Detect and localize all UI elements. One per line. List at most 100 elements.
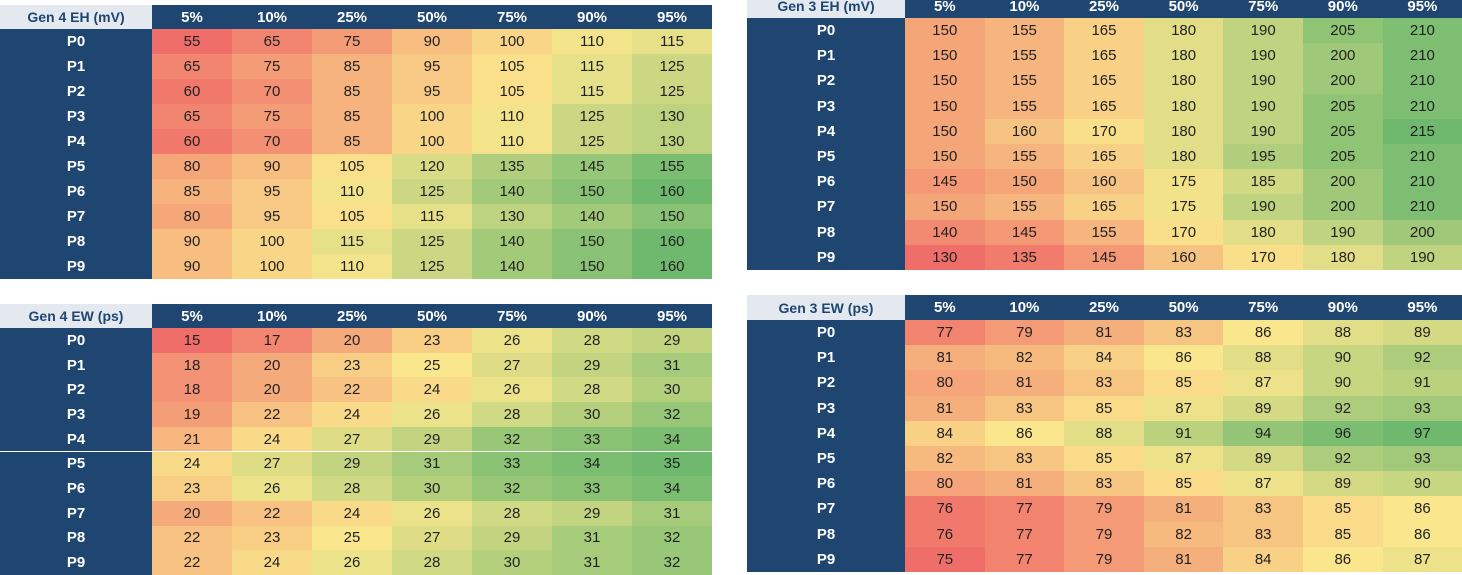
value-cell: 32 <box>632 402 712 427</box>
value-cell: 28 <box>472 500 552 526</box>
value-cell: 150 <box>552 229 632 254</box>
value-cell: 84 <box>1223 546 1303 572</box>
value-cell: 180 <box>1143 68 1224 94</box>
value-cell: 86 <box>1223 320 1303 346</box>
row-label: P4 <box>0 426 152 452</box>
value-cell: 80 <box>905 471 985 497</box>
value-cell: 200 <box>1303 68 1383 94</box>
value-cell: 80 <box>152 204 232 229</box>
row-label: P4 <box>747 118 905 144</box>
value-cell: 89 <box>1303 471 1383 497</box>
column-header: 75% <box>472 5 552 29</box>
column-header: 95% <box>632 5 712 29</box>
value-cell: 19 <box>152 402 232 427</box>
value-cell: 75 <box>232 54 312 79</box>
value-cell: 140 <box>552 204 632 229</box>
value-cell: 20 <box>232 377 312 403</box>
value-cell: 160 <box>1064 169 1144 195</box>
value-cell: 85 <box>312 54 392 79</box>
value-cell: 23 <box>312 352 392 378</box>
value-cell: 79 <box>1064 496 1144 522</box>
value-cell: 18 <box>152 352 232 378</box>
value-cell: 23 <box>232 525 312 551</box>
row-label: P0 <box>747 320 905 346</box>
value-cell: 89 <box>1223 446 1303 472</box>
value-cell: 75 <box>905 546 985 572</box>
value-cell: 165 <box>1064 194 1144 220</box>
value-cell: 135 <box>984 244 1065 270</box>
row-label: P1 <box>0 352 152 378</box>
value-cell: 91 <box>1143 420 1224 446</box>
column-header: 75% <box>1223 0 1303 18</box>
value-cell: 30 <box>552 402 632 427</box>
value-cell: 125 <box>552 129 632 154</box>
value-cell: 125 <box>552 104 632 129</box>
value-cell: 79 <box>984 320 1065 346</box>
value-cell: 86 <box>1143 345 1224 371</box>
row-label: P2 <box>747 370 905 396</box>
value-cell: 20 <box>232 352 312 378</box>
value-cell: 30 <box>632 377 712 403</box>
value-cell: 24 <box>152 451 232 477</box>
value-cell: 110 <box>312 254 392 279</box>
row-label: P5 <box>0 451 152 477</box>
value-cell: 28 <box>312 476 392 501</box>
row-label: P0 <box>0 328 152 353</box>
value-cell: 32 <box>632 525 712 551</box>
value-cell: 205 <box>1303 18 1383 44</box>
value-cell: 155 <box>984 18 1065 44</box>
column-header: 10% <box>984 0 1065 18</box>
value-cell: 215 <box>1382 118 1462 144</box>
row-label: P1 <box>747 345 905 371</box>
value-cell: 100 <box>232 254 312 279</box>
value-cell: 31 <box>632 352 712 378</box>
value-cell: 22 <box>152 525 232 551</box>
value-cell: 87 <box>1143 395 1224 421</box>
row-label: P3 <box>747 93 905 119</box>
value-cell: 31 <box>632 500 712 526</box>
column-header: 50% <box>392 5 472 29</box>
row-label: P0 <box>747 18 905 44</box>
value-cell: 92 <box>1382 345 1462 371</box>
value-cell: 105 <box>312 154 392 179</box>
value-cell: 110 <box>312 179 392 204</box>
value-cell: 92 <box>1303 446 1383 472</box>
value-cell: 77 <box>984 546 1065 572</box>
value-cell: 130 <box>632 129 712 154</box>
value-cell: 94 <box>1223 420 1303 446</box>
value-cell: 77 <box>905 320 985 346</box>
row-label: P5 <box>747 144 905 170</box>
value-cell: 145 <box>552 154 632 179</box>
column-header: 90% <box>1303 295 1383 320</box>
value-cell: 26 <box>472 377 552 403</box>
value-cell: 31 <box>392 451 472 477</box>
row-label: P2 <box>0 79 152 104</box>
value-cell: 89 <box>1223 395 1303 421</box>
value-cell: 31 <box>552 525 632 551</box>
row-label: P8 <box>0 229 152 254</box>
value-cell: 190 <box>1303 219 1383 245</box>
value-cell: 22 <box>232 500 312 526</box>
value-cell: 190 <box>1223 194 1303 220</box>
value-cell: 26 <box>312 550 392 575</box>
value-cell: 85 <box>312 104 392 129</box>
value-cell: 210 <box>1382 169 1462 195</box>
value-cell: 93 <box>1382 446 1462 472</box>
value-cell: 150 <box>905 144 985 170</box>
value-cell: 35 <box>632 451 712 477</box>
column-header: 50% <box>1143 295 1224 320</box>
value-cell: 90 <box>152 229 232 254</box>
value-cell: 80 <box>905 370 985 396</box>
value-cell: 29 <box>472 525 552 551</box>
value-cell: 160 <box>1143 244 1224 270</box>
value-cell: 83 <box>984 446 1065 472</box>
value-cell: 195 <box>1223 144 1303 170</box>
value-cell: 145 <box>905 169 985 195</box>
value-cell: 95 <box>232 204 312 229</box>
value-cell: 140 <box>472 254 552 279</box>
column-header: 95% <box>1382 295 1462 320</box>
value-cell: 93 <box>1382 395 1462 421</box>
value-cell: 115 <box>552 79 632 104</box>
value-cell: 165 <box>1064 93 1144 119</box>
value-cell: 100 <box>232 229 312 254</box>
